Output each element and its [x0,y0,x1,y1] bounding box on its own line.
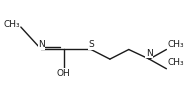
Text: CH₃: CH₃ [3,20,20,29]
Text: S: S [88,40,94,49]
Text: N: N [38,40,45,49]
Text: CH₃: CH₃ [167,58,184,67]
Text: CH₃: CH₃ [167,40,184,49]
Text: N: N [146,49,153,58]
Text: OH: OH [57,69,70,78]
